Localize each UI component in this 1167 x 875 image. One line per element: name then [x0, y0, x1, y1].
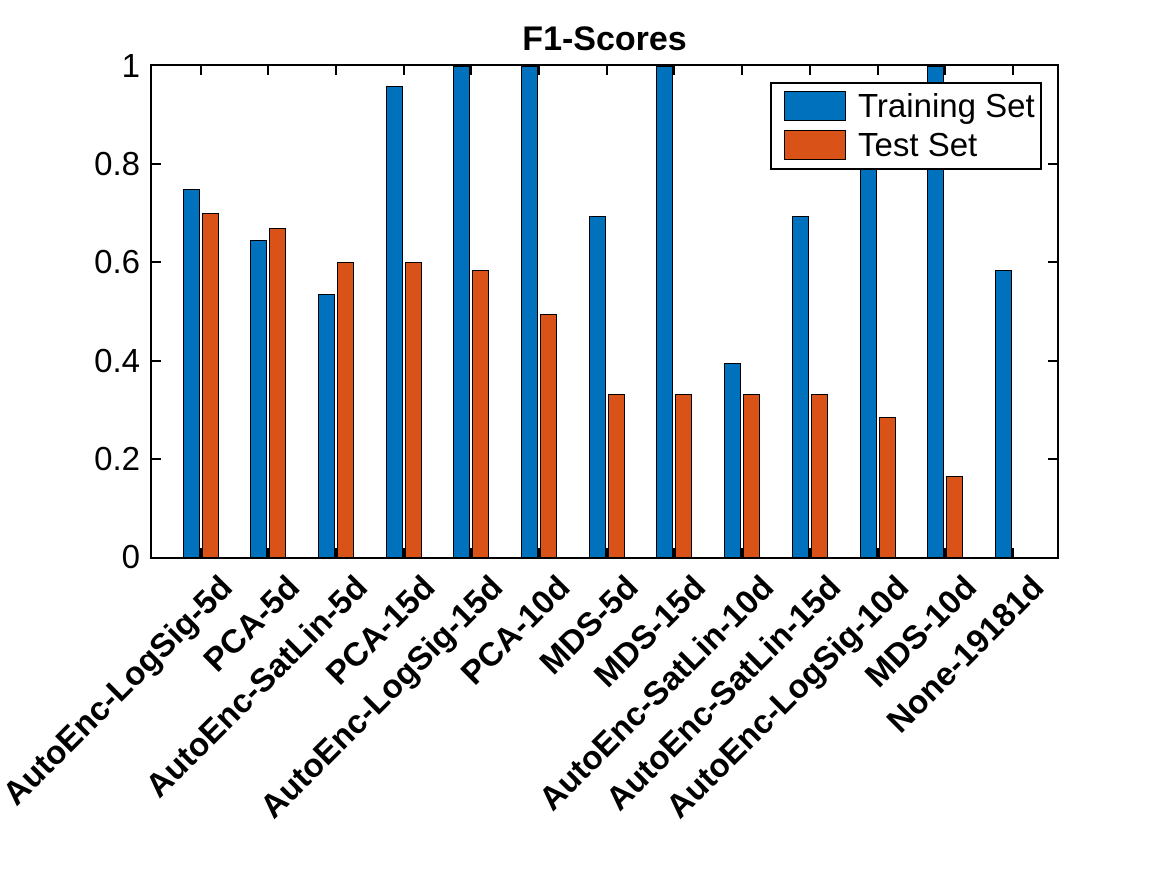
y-tick-mark — [1048, 359, 1057, 362]
bar-test-set — [675, 393, 693, 557]
x-tick-mark — [470, 66, 473, 75]
y-tick-label: 0 — [121, 538, 140, 575]
y-tick-mark — [152, 163, 161, 166]
x-tick-mark — [402, 66, 405, 75]
bar-training-set — [453, 66, 471, 557]
x-tick-mark — [876, 66, 879, 75]
bar-test-set — [810, 393, 828, 557]
bar-test-set — [472, 269, 490, 557]
legend-entry: Test Set — [772, 126, 1040, 163]
bar-test-set — [607, 393, 625, 557]
y-tick-mark — [1048, 261, 1057, 264]
bar-test-set — [878, 417, 896, 557]
legend: Training Set Test Set — [770, 82, 1042, 170]
bar-training-set — [182, 188, 200, 557]
y-tick-mark — [152, 359, 161, 362]
x-tick-mark — [1011, 548, 1014, 557]
y-tick-label: 1 — [121, 47, 140, 84]
y-tick-label: 0.8 — [94, 145, 140, 183]
x-tick-mark — [944, 548, 947, 557]
chart-title: F1-Scores — [522, 20, 687, 58]
x-tick-mark — [876, 548, 879, 557]
legend-entry-label: Test Set — [858, 126, 978, 163]
y-tick-mark — [152, 261, 161, 264]
x-tick-label: AutoEnc-LogSig-5d — [0, 568, 239, 812]
x-tick-mark — [673, 66, 676, 75]
legend-entry: Training Set — [772, 87, 1040, 124]
bar-test-set — [269, 228, 287, 557]
bar-training-set — [927, 66, 945, 557]
x-tick-mark — [538, 548, 540, 557]
legend-swatch-training-set — [784, 91, 846, 121]
y-tick-mark — [152, 457, 161, 460]
x-tick-mark — [470, 548, 473, 557]
x-tick-mark — [334, 548, 337, 557]
bar-training-set — [521, 66, 538, 557]
legend-entry-label: Training Set — [858, 87, 1035, 124]
bar-training-set — [588, 215, 606, 557]
bar-test-set — [201, 213, 219, 557]
x-tick-mark — [538, 66, 540, 75]
x-tick-mark — [199, 548, 202, 557]
bar-test-set — [946, 476, 964, 557]
bar-test-set — [743, 393, 761, 557]
bar-training-set — [656, 66, 674, 557]
x-tick-mark — [944, 66, 947, 75]
bar-training-set — [994, 269, 1012, 557]
x-tick-mark — [1011, 66, 1014, 75]
legend-swatch-test-set — [784, 130, 846, 160]
x-tick-mark — [741, 548, 744, 557]
x-tick-mark — [605, 66, 608, 75]
x-tick-mark — [334, 66, 337, 75]
bar-training-set — [385, 85, 403, 557]
bar-training-set — [724, 363, 742, 557]
x-tick-mark — [267, 548, 270, 557]
x-tick-mark — [402, 548, 405, 557]
bar-training-set — [859, 164, 877, 557]
bar-training-set — [317, 294, 335, 557]
x-tick-mark — [741, 66, 744, 75]
x-tick-mark — [673, 548, 676, 557]
bar-test-set — [336, 262, 354, 557]
x-tick-mark — [808, 66, 811, 75]
x-tick-mark — [199, 66, 202, 75]
y-tick-label: 0.4 — [94, 341, 140, 379]
x-tick-mark — [808, 548, 811, 557]
y-tick-label: 0.2 — [94, 439, 140, 477]
x-tick-mark — [605, 548, 608, 557]
bar-test-set — [404, 262, 422, 557]
y-tick-mark — [1048, 457, 1057, 460]
y-tick-label: 0.6 — [94, 243, 140, 281]
y-tick-mark — [1048, 163, 1057, 166]
bar-training-set — [791, 215, 809, 557]
bar-training-set — [250, 240, 268, 557]
x-tick-mark — [267, 66, 270, 75]
bar-test-set — [540, 313, 557, 557]
